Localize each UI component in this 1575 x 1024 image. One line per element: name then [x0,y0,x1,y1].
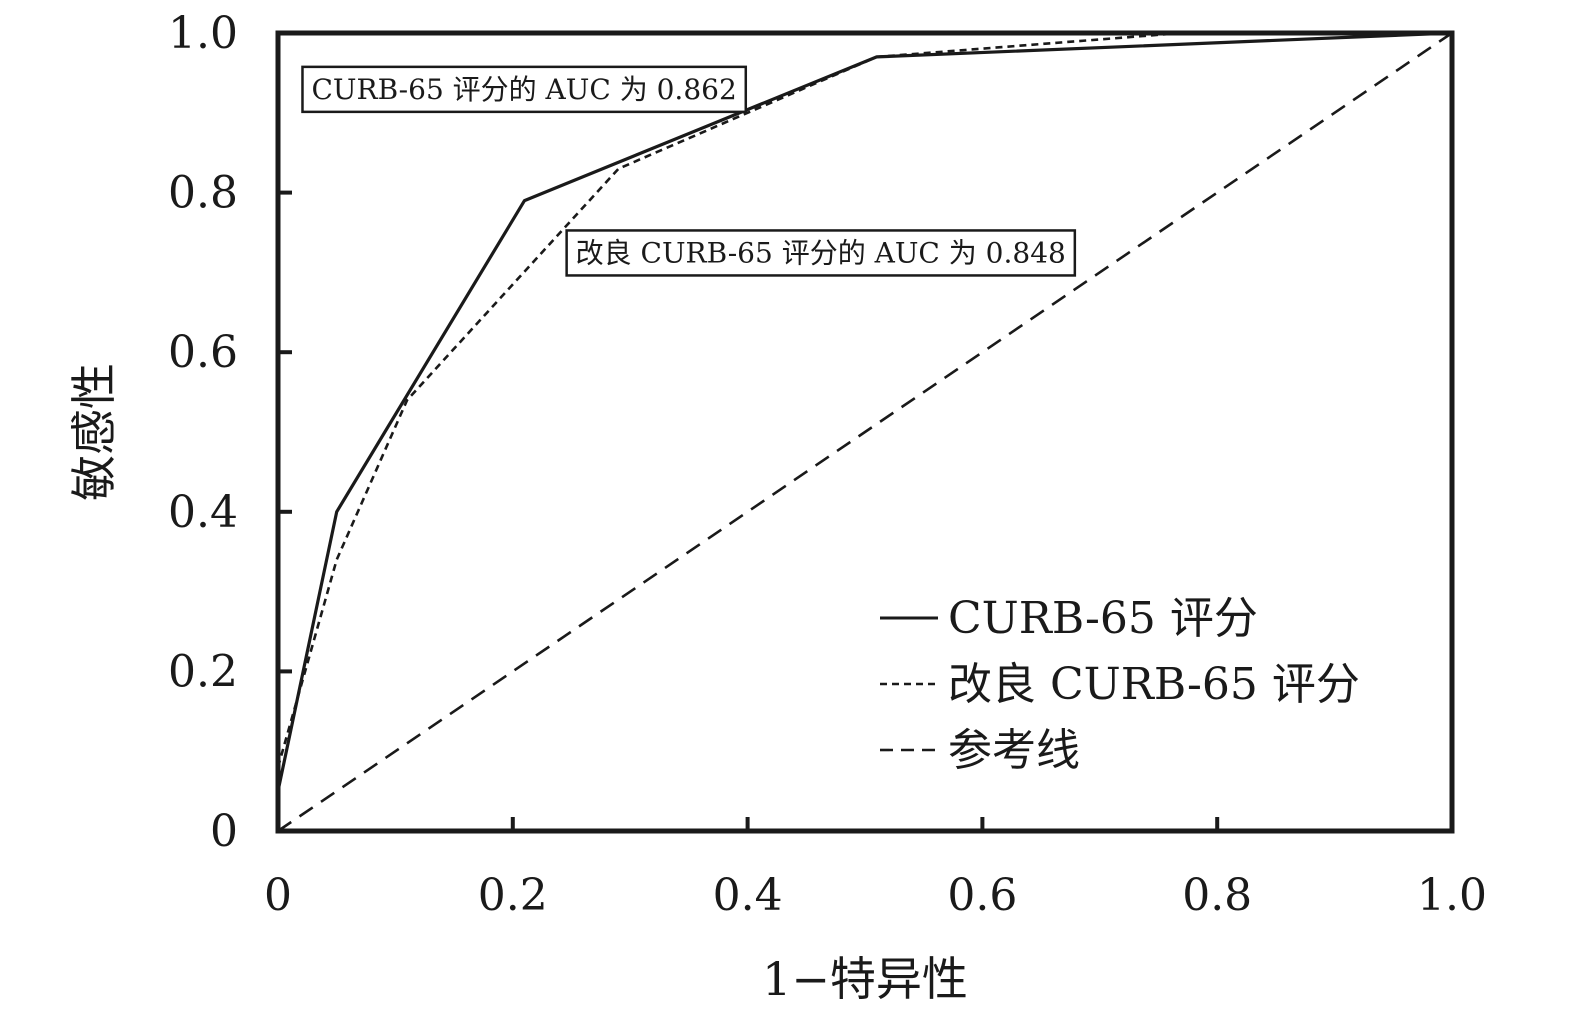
x-tick-label: 0.2 [478,870,548,921]
legend-label: 改良 CURB-65 评分 [948,659,1360,710]
series-2-line [277,31,1453,833]
plot-frame [275,30,1455,834]
x-axis-title: 1−特异性 [762,952,968,1006]
series-0-line [276,31,1453,792]
legend-item-2: 改良 CURB-65 评分 [880,659,1360,710]
x-tick-label: 1.0 [1417,870,1487,921]
axis-ticks-layer: 0 0.2 0.4 0.6 0.8 1.0 0 0.2 0.4 0.6 0.8 1.0 [168,8,1487,921]
y-tick-label: 0.8 [168,168,238,219]
curves-layer [276,31,1453,833]
legend-item-3: 参考线 [880,725,1080,776]
x-tick-label: 0.4 [713,870,783,921]
annotation-box [565,229,1077,277]
annotation-box [301,65,748,114]
y-tick-label: 0 [210,806,238,857]
legend-label: 参考线 [948,725,1080,776]
y-tick-label: 1.0 [168,8,238,59]
y-axis-title: 敏感性 [67,363,121,501]
x-tick-label: 0.8 [1182,870,1252,921]
x-tick-label: 0 [264,870,292,921]
annotation-text: 改良 CURB-65 评分的 AUC 为 0.848 [576,236,1066,269]
y-tick-label: 0.6 [168,327,238,378]
auc-annotation-2: 改良 CURB-65 评分的 AUC 为 0.848 [565,229,1077,277]
legend-label: CURB-65 评分 [948,593,1258,644]
legend-item-1: CURB-65 评分 [880,593,1258,644]
x-tick-label: 0.6 [947,870,1017,921]
series-1-line [276,31,1452,768]
y-tick-label: 0.2 [168,646,238,697]
auc-annotation-1: CURB-65 评分的 AUC 为 0.862 [301,65,748,114]
y-tick-label: 0.4 [168,487,238,538]
annotations-layer: CURB-65 评分的 AUC 为 0.862 改良 CURB-65 评分的 AU… [301,65,1077,277]
annotation-text: CURB-65 评分的 AUC 为 0.862 [311,73,736,106]
